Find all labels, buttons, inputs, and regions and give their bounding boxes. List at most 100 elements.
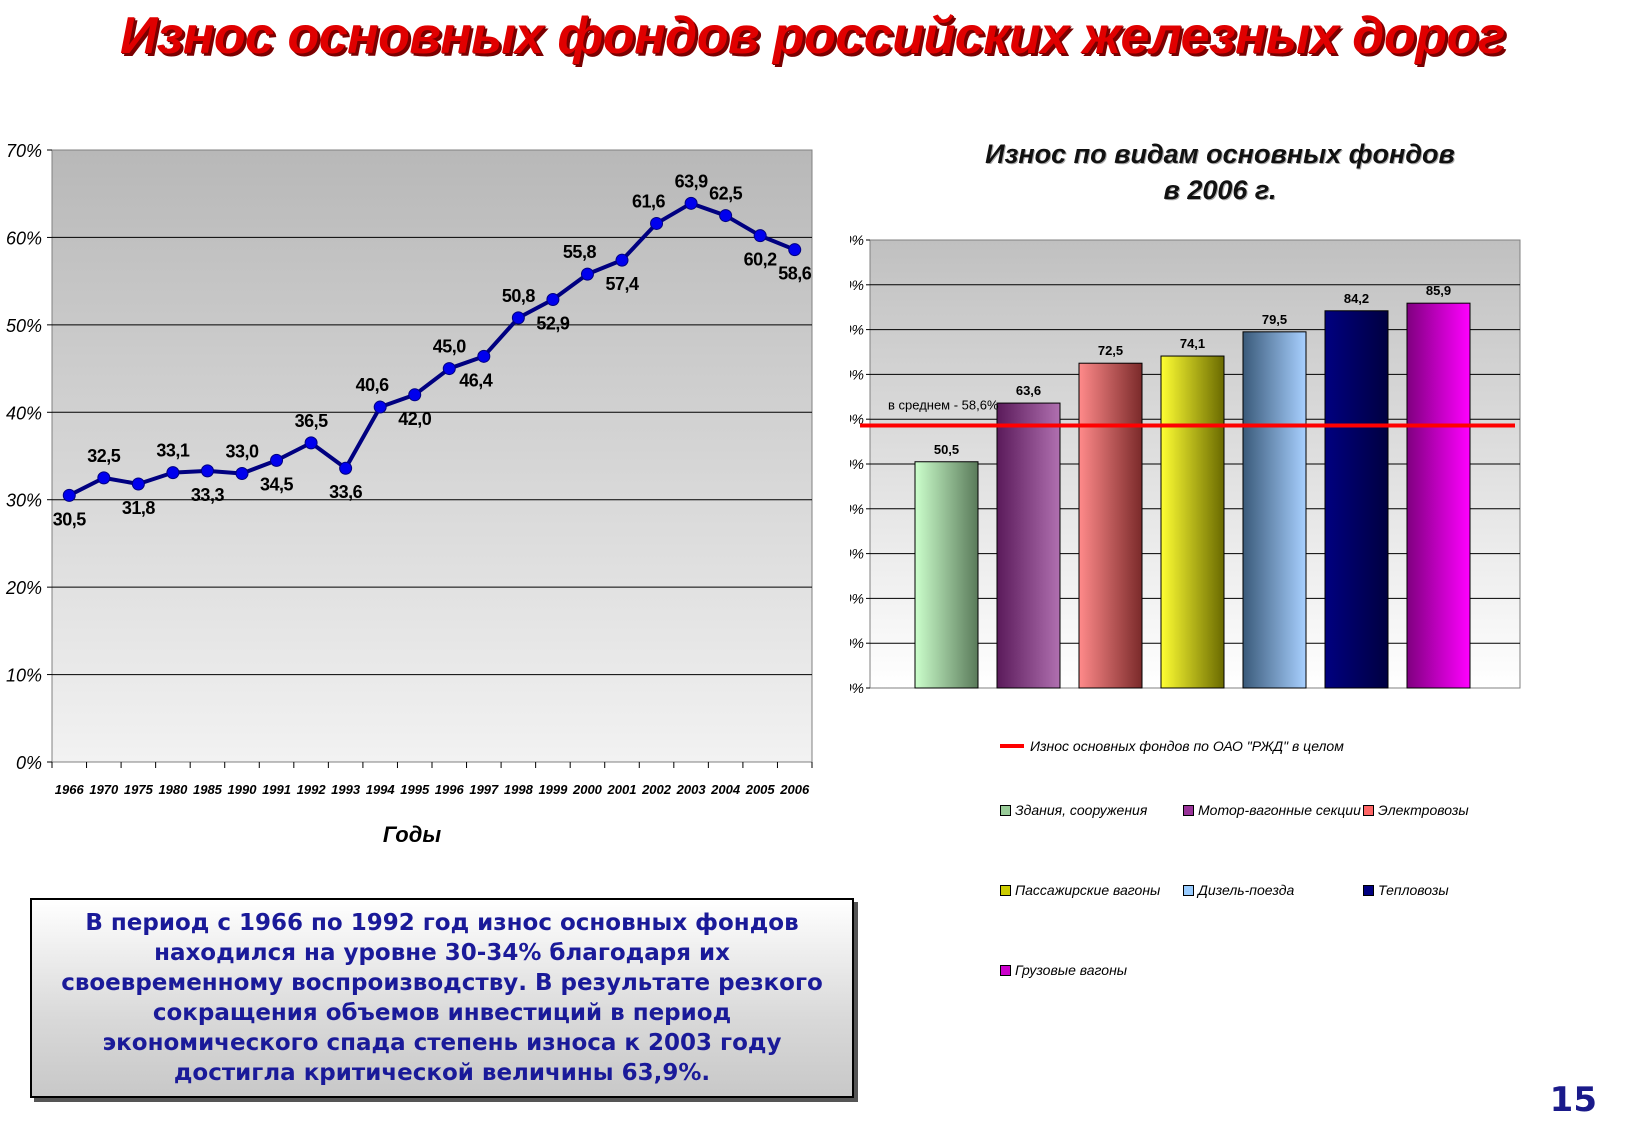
legend-item-3: Пассажирские вагоны	[1000, 882, 1160, 898]
bar-y-tick-label: 60%	[850, 411, 864, 427]
line-data-label: 36,5	[295, 411, 329, 431]
line-x-tick-label: 1994	[366, 782, 396, 797]
bar-y-tick-label: 90%	[850, 277, 864, 293]
bar-chart-legend: Износ основных фондов по ОАО "РЖД" в цел…	[1000, 738, 1600, 998]
line-point	[546, 293, 560, 307]
line-data-label: 46,4	[459, 370, 493, 390]
line-x-tick-label: 1998	[504, 782, 534, 797]
line-data-label: 62,5	[709, 184, 743, 204]
bar-chart-title-line-1: Износ по видам основных фондов	[985, 139, 1455, 169]
line-point	[477, 349, 491, 363]
bar-1	[996, 402, 1061, 689]
line-point	[339, 461, 353, 475]
legend-item-5: Тепловозы	[1363, 882, 1449, 898]
line-x-tick-label: 1990	[228, 782, 258, 797]
line-data-label: 34,5	[260, 474, 294, 494]
line-point	[270, 453, 284, 467]
line-point	[408, 388, 422, 402]
legend-item-1: Мотор-вагонные секции	[1183, 802, 1361, 818]
line-x-tick-label: 2000	[572, 782, 603, 797]
line-point	[684, 196, 698, 210]
line-data-label: 31,8	[122, 498, 156, 518]
legend-label-4: Дизель-поезда	[1198, 882, 1295, 898]
legend-label-6: Грузовые вагоны	[1015, 962, 1128, 978]
line-point	[511, 311, 525, 325]
line-point	[788, 243, 802, 257]
line-x-tick-label: 1970	[89, 782, 119, 797]
bar-chart-title: Износ по видам основных фондов в 2006 г.	[940, 136, 1500, 208]
line-series-path	[68, 201, 796, 498]
line-x-tick-label: 2001	[607, 782, 637, 797]
line-y-tick-label: 40%	[6, 403, 42, 423]
legend-label-3: Пассажирские вагоны	[1015, 882, 1161, 898]
line-data-label: 63,9	[675, 171, 709, 191]
legend-swatch-2	[1363, 804, 1374, 816]
line-data-label: 30,5	[53, 509, 87, 529]
line-data-label: 33,0	[225, 441, 259, 461]
bar-y-tick-label: 20%	[850, 590, 864, 606]
bar-chart-title-line-2: в 2006 г.	[1163, 175, 1277, 205]
legend-line-swatch	[1000, 744, 1024, 748]
line-x-tick-label: 1985	[193, 782, 223, 797]
line-point	[304, 436, 318, 450]
bar-5	[1324, 310, 1389, 689]
line-x-tick-label: 2005	[745, 782, 776, 797]
line-point	[200, 464, 214, 478]
line-x-tick-label: 1997	[469, 782, 499, 797]
line-data-label: 33,3	[191, 485, 225, 505]
legend-item-reference-line: Износ основных фондов по ОАО "РЖД" в цел…	[1000, 738, 1344, 754]
bar-y-tick-label: 40%	[850, 501, 864, 517]
line-point	[719, 209, 733, 223]
line-x-tick-label: 1993	[331, 782, 361, 797]
line-x-tick-label: 1995	[400, 782, 430, 797]
line-x-tick-label: 1996	[435, 782, 465, 797]
line-point	[131, 477, 145, 491]
bar-y-tick-label: 30%	[850, 546, 864, 562]
line-data-label: 50,8	[502, 286, 536, 306]
line-data-label: 33,6	[329, 482, 363, 502]
line-data-label: 42,0	[398, 409, 432, 429]
bar-data-label: 79,5	[1262, 312, 1287, 327]
legend-swatch-6	[1000, 964, 1011, 976]
line-plot-area	[51, 149, 813, 763]
info-text: В период с 1966 по 1992 год износ основн…	[61, 910, 823, 1086]
bar-data-label: 74,1	[1180, 336, 1205, 351]
line-y-tick-label: 60%	[6, 228, 42, 248]
line-y-tick-label: 10%	[6, 666, 42, 686]
legend-item-6: Грузовые вагоны	[1000, 962, 1127, 978]
line-y-tick-label: 70%	[6, 141, 42, 161]
legend-item-0: Здания, сооружения	[1000, 802, 1147, 818]
line-data-label: 61,6	[632, 191, 666, 211]
line-data-label: 58,6	[778, 264, 812, 284]
line-point	[650, 216, 664, 230]
line-x-tick-label: 2002	[641, 782, 672, 797]
line-x-tick-label: 1999	[538, 782, 568, 797]
line-point	[580, 267, 594, 281]
legend-label-2: Электровозы	[1378, 802, 1469, 818]
bar-data-label: 85,9	[1426, 283, 1451, 298]
line-y-tick-label: 50%	[6, 316, 42, 336]
info-box: В период с 1966 по 1992 год износ основн…	[30, 898, 854, 1098]
legend-item-4: Дизель-поезда	[1183, 882, 1294, 898]
line-x-tick-label: 1991	[262, 782, 291, 797]
line-data-label: 60,2	[744, 250, 778, 270]
line-data-label: 40,6	[356, 375, 390, 395]
bar-data-label: 72,5	[1098, 343, 1123, 358]
legend-swatch-1	[1183, 804, 1194, 816]
bar-6	[1406, 302, 1471, 689]
page-number: 15	[1549, 1080, 1597, 1120]
slide-title: Износ основных фондов российских железны…	[120, 7, 1506, 65]
line-data-label: 45,0	[433, 337, 467, 357]
line-x-tick-label: 1966	[55, 782, 85, 797]
line-point	[97, 471, 111, 485]
line-data-label: 33,1	[156, 441, 190, 461]
bar-data-label: 63,6	[1016, 383, 1041, 398]
line-point	[62, 488, 76, 502]
line-x-tick-label: 2004	[710, 782, 741, 797]
bar-0	[914, 461, 979, 689]
line-x-axis-title: Годы	[383, 822, 441, 847]
line-chart: 0% 10% 20% 30% 40% 50% 60% 70% 1966 1970 1975 1980 1…	[5, 141, 813, 847]
line-data-label: 52,9	[536, 314, 570, 334]
bar-y-tick-label: 10%	[850, 635, 864, 651]
bar-y-tick-label: 80%	[850, 322, 864, 338]
